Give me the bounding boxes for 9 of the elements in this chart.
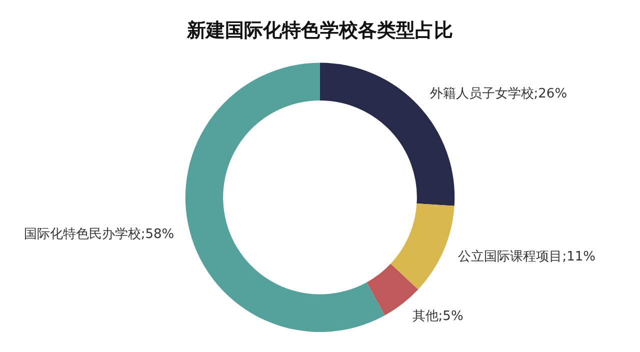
chart-title: 新建国际化特色学校各类型占比 [186,19,453,42]
data-label: ;5% [438,308,464,324]
slice-label: 外籍人员子女学校 [430,86,534,102]
data-label: ;58% [140,227,174,242]
data-label: ;26% [534,86,568,102]
slice-label: 其他 [412,308,438,324]
slice-label: 公立国际课程项目 [458,248,562,265]
data-label: ;11% [562,250,596,265]
slice-label: 国际化特色民办学校 [24,227,141,242]
